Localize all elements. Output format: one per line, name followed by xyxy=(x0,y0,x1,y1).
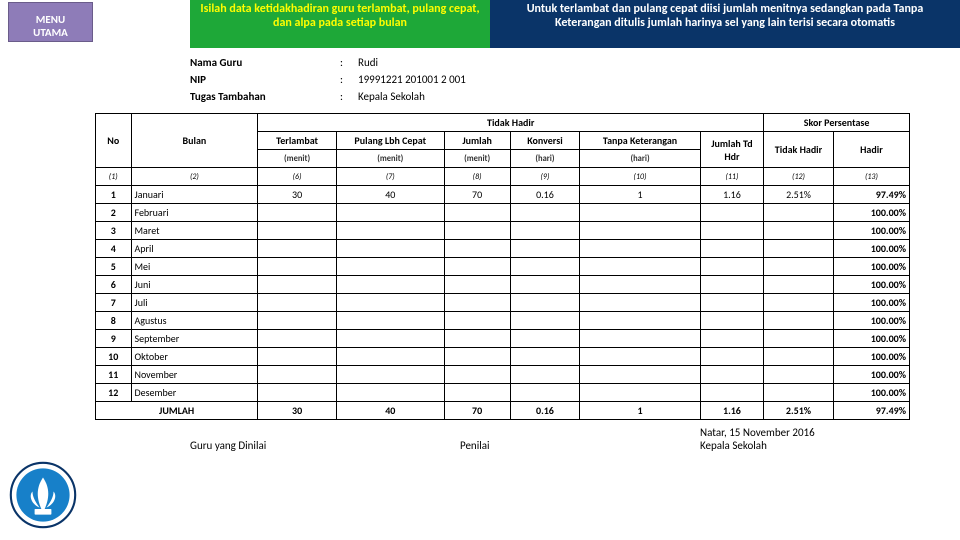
table-row: 4April100.00% xyxy=(96,240,910,258)
signature-footer: Guru yang Dinilai Penilai Natar, 15 Nove… xyxy=(0,420,960,452)
instruction-green: Isilah data ketidakhadiran guru terlamba… xyxy=(190,0,490,48)
unit-jumlah: (menit) xyxy=(444,150,510,168)
total-label: JUMLAH xyxy=(96,402,258,420)
table-row: 9September100.00% xyxy=(96,330,910,348)
instruction-blue: Untuk terlambat dan pulang cepat diisi j… xyxy=(490,0,960,48)
col-terlambat: Terlambat xyxy=(258,132,337,150)
tut-wuri-logo-icon xyxy=(8,460,78,530)
table-row: 11November100.00% xyxy=(96,366,910,384)
col-tidak-hadir-p: Tidak Hadir xyxy=(764,132,834,168)
footer-penilai: Penilai xyxy=(460,426,610,452)
table-row: 3Maret100.00% xyxy=(96,222,910,240)
footer-kepala: Natar, 15 November 2016 Kepala Sekolah xyxy=(700,426,900,452)
menu-line1: MENU xyxy=(9,13,92,26)
value-nama: Rudi xyxy=(358,54,378,71)
header-gap xyxy=(93,0,190,48)
table-row: 6Juni100.00% xyxy=(96,276,910,294)
col-jumlah-tdhdr: Jumlah Td Hdr xyxy=(700,132,763,168)
table-body: 1Januari3040700.1611.162.51%97.49%2Febru… xyxy=(96,186,910,402)
footer-guru: Guru yang Dinilai xyxy=(190,426,370,452)
table-row: 5Mei100.00% xyxy=(96,258,910,276)
unit-konversi: (hari) xyxy=(510,150,580,168)
col-pulang: Pulang Lbh Cepat xyxy=(336,132,444,150)
col-jumlah: Jumlah xyxy=(444,132,510,150)
col-no: No xyxy=(96,114,132,168)
table-row: 10Oktober100.00% xyxy=(96,348,910,366)
value-tugas: Kepala Sekolah xyxy=(358,88,425,105)
table-row: 12Desember100.00% xyxy=(96,384,910,402)
col-tidak-hadir-group: Tidak Hadir xyxy=(258,114,764,132)
teacher-info: Nama Guru : Rudi NIP : 19991221 201001 2… xyxy=(0,48,960,113)
unit-terlambat: (menit) xyxy=(258,150,337,168)
attendance-table: No Bulan Tidak Hadir Skor Persentase Ter… xyxy=(95,113,910,420)
menu-line2: UTAMA xyxy=(9,26,92,39)
col-skor-group: Skor Persentase xyxy=(764,114,910,132)
value-nip: 19991221 201001 2 001 xyxy=(358,71,466,88)
label-nip: NIP xyxy=(190,71,340,88)
table-row: 1Januari3040700.1611.162.51%97.49% xyxy=(96,186,910,204)
table-row: 2Februari100.00% xyxy=(96,204,910,222)
unit-pulang: (menit) xyxy=(336,150,444,168)
col-tanpa: Tanpa Keterangan xyxy=(580,132,700,150)
table-row: 8Agustus100.00% xyxy=(96,312,910,330)
label-tugas: Tugas Tambahan xyxy=(190,88,340,105)
table-row: 7Juli100.00% xyxy=(96,294,910,312)
col-bulan: Bulan xyxy=(131,114,258,168)
unit-tanpa: (hari) xyxy=(580,150,700,168)
label-nama: Nama Guru xyxy=(190,54,340,71)
col-konversi: Konversi xyxy=(510,132,580,150)
col-hadir: Hadir xyxy=(833,132,909,168)
menu-utama-button[interactable]: MENU UTAMA xyxy=(8,2,93,42)
